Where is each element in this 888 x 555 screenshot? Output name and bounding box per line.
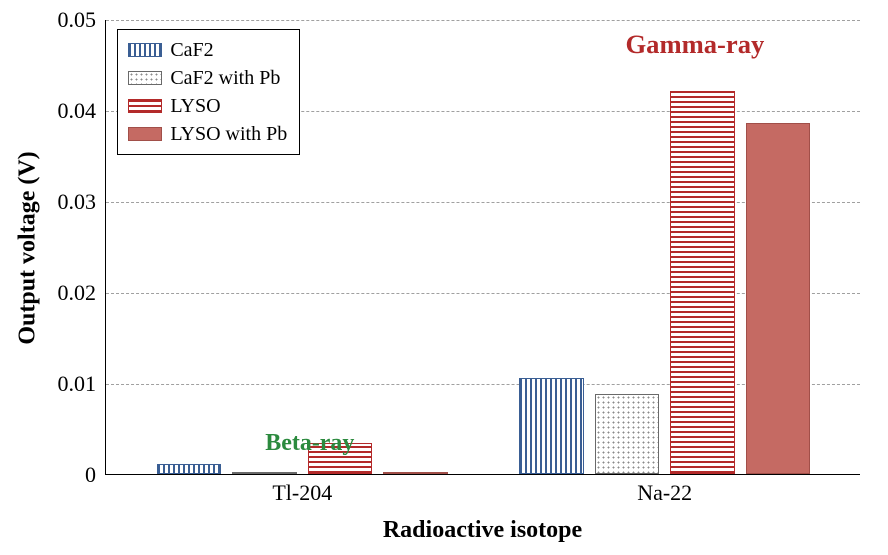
x-tick-label: Na-22 <box>637 474 692 506</box>
legend-item: CaF2 with Pb <box>128 64 287 92</box>
output-voltage-chart: 0 0.01 0.02 0.03 0.04 0.05 Tl-204 Na-22 Beta-ray… <box>0 0 888 555</box>
y-tick-label: 0.05 <box>58 7 107 33</box>
y-tick-label: 0.01 <box>58 371 107 397</box>
x-tick-label: Tl-204 <box>272 474 332 506</box>
bar-CaF2_with_Pb <box>595 394 659 474</box>
bar-LYSO_with_Pb <box>746 123 810 474</box>
y-tick-label: 0 <box>85 462 106 488</box>
legend-swatch-icon <box>128 99 162 113</box>
legend-label: CaF2 <box>170 39 213 62</box>
bar-CaF2 <box>157 464 221 474</box>
y-tick-label: 0.03 <box>58 189 107 215</box>
legend-label: LYSO with Pb <box>170 123 287 146</box>
legend-swatch-icon <box>128 71 162 85</box>
y-axis-title: Output voltage (V) <box>15 151 42 344</box>
legend-item: LYSO with Pb <box>128 120 287 148</box>
y-tick-label: 0.02 <box>58 280 107 306</box>
annotation-gamma-ray: Gamma-ray <box>625 29 764 60</box>
bar-CaF2 <box>519 378 583 474</box>
bar-CaF2_with_Pb <box>232 472 296 474</box>
legend-label: LYSO <box>170 95 220 118</box>
legend-label: CaF2 with Pb <box>170 67 280 90</box>
legend-swatch-icon <box>128 43 162 57</box>
legend-item: LYSO <box>128 92 287 120</box>
plot-area: 00.010.020.030.040.05Tl-204Na-22Beta-ray… <box>105 20 860 475</box>
legend-item: CaF2 <box>128 36 287 64</box>
annotation-beta-ray: Beta-ray <box>265 430 354 457</box>
legend-swatch-icon <box>128 127 162 141</box>
bar-LYSO <box>670 91 734 474</box>
grid-line <box>106 20 860 21</box>
x-axis-title: Radioactive isotope <box>383 517 582 544</box>
bar-LYSO_with_Pb <box>383 472 447 474</box>
legend: CaF2 CaF2 with Pb LYSO LYSO with Pb <box>117 29 300 155</box>
y-tick-label: 0.04 <box>58 98 107 124</box>
